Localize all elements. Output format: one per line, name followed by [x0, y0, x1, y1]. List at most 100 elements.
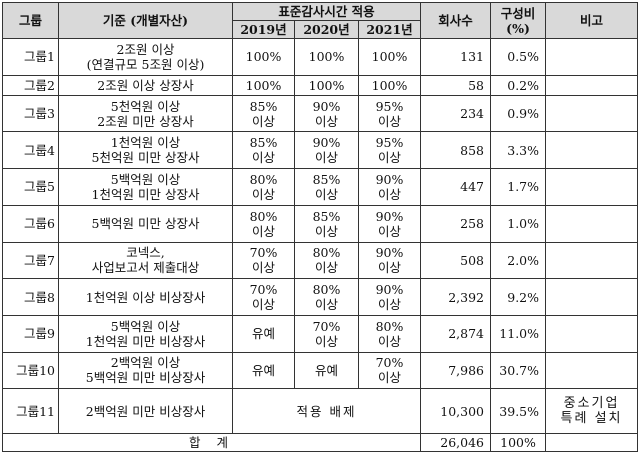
rate-line: 100%: [245, 49, 282, 65]
rate-cell-y2020: 100%: [294, 38, 359, 76]
criteria-cell: 코넥스, 사업보고서 제출대상: [58, 241, 233, 280]
criteria-line: 2조원 이상 상장사: [97, 77, 194, 93]
criteria-line: 사업보고서 제출대상: [91, 260, 200, 276]
rate-line: 이상: [378, 370, 402, 386]
group-cell: 그룹2: [2, 74, 59, 96]
criteria-line: 1천억원 이상: [110, 135, 181, 151]
criteria-line: 1천억원 미만 상장사: [91, 186, 200, 202]
criteria-line: (연결규모 5조원 이상): [86, 56, 205, 72]
rate-line: 100%: [371, 77, 408, 93]
criteria-line: 2조원 미만 상장사: [97, 113, 194, 129]
rate-line: 85%: [312, 208, 341, 224]
table-row: 그룹8 1천억원 이상 비상장사 70% 이상 80% 이상 90% 이상 2,392 9.2%: [2, 278, 639, 316]
rate-line: 이상: [314, 150, 338, 166]
ratio-cell: 3.3%: [490, 131, 547, 170]
remark-cell: 중소기업 특례 설치: [545, 388, 639, 434]
rate-cell-y2019: 100%: [232, 74, 295, 96]
rate-line: 80%: [312, 245, 341, 261]
rate-line: 80%: [249, 208, 278, 224]
ratio-cell: 0.9%: [490, 94, 547, 133]
rate-line: 100%: [371, 49, 408, 65]
rate-line: 90%: [312, 135, 341, 151]
companies-cell: 2,392: [420, 278, 492, 316]
ratio-cell: 11.0%: [490, 314, 547, 353]
criteria-line: 2백억원 이상: [110, 355, 181, 371]
rate-cell-y2021: 100%: [357, 74, 422, 96]
total-remark: [545, 433, 639, 452]
rate-line: 80%: [249, 171, 278, 187]
rate-line: 95%: [375, 98, 404, 114]
group-cell: 그룹4: [2, 131, 59, 170]
rate-line: 이상: [251, 113, 275, 129]
rate-line: 이상: [251, 150, 275, 166]
rate-line: 100%: [308, 77, 345, 93]
group-cell: 그룹8: [2, 278, 59, 316]
table-row: 그룹11 2백억원 미만 비상장사 적용 배제 10,300 39.5% 중소기업 특례 설…: [2, 388, 639, 434]
rate-cell-y2021: 90% 이상: [357, 168, 422, 206]
remark-cell: [545, 168, 639, 206]
rate-line: 이상: [314, 186, 338, 202]
rate-line: 85%: [312, 171, 341, 187]
rate-cell-y2020: 90% 이상: [294, 131, 359, 170]
ratio-cell: 1.7%: [490, 168, 547, 206]
companies-cell: 258: [420, 204, 492, 243]
remark-line: 특례 설치: [560, 411, 623, 427]
rate-cell-y2021: 95% 이상: [357, 94, 422, 133]
rate-line: 이상: [251, 297, 275, 313]
table-row: 그룹4 1천억원 이상 5천억원 미만 상장사 85% 이상 90% 이상 95% 이상 858 3…: [2, 131, 639, 170]
rate-cell-y2020: 90% 이상: [294, 94, 359, 133]
rate-line: 100%: [308, 49, 345, 65]
rate-line: 이상: [314, 260, 338, 276]
rate-cell-y2019: 85% 이상: [232, 131, 295, 170]
criteria-cell: 5천억원 이상 2조원 미만 상장사: [58, 94, 233, 133]
remark-cell: [545, 74, 639, 96]
rate-cell-y2019: 80% 이상: [232, 168, 295, 206]
rate-line: 90%: [375, 245, 404, 261]
rate-line: 이상: [378, 150, 402, 166]
remark-cell: [545, 94, 639, 133]
rate-cell-y2020: 유예: [294, 351, 359, 390]
criteria-line: 2조원 이상: [116, 41, 175, 57]
ratio-cell: 0.5%: [490, 38, 547, 76]
rate-cell-y2021: 80% 이상: [357, 314, 422, 353]
criteria-cell: 5백억원 이상 1천억원 미만 상장사: [58, 168, 233, 206]
header-ratio: 구성비 (%): [490, 2, 547, 39]
criteria-line: 1천억원 미만 비상장사: [85, 333, 206, 349]
criteria-cell: 1천억원 이상 비상장사: [58, 278, 233, 316]
header-standard-time: 표준감사시간 적용: [231, 2, 422, 21]
rate-line: 90%: [375, 208, 404, 224]
rate-line: 90%: [375, 282, 404, 298]
header-criteria: 기준 (개별자산): [58, 2, 233, 39]
table-row: 그룹6 5백억원 미만 상장사 80% 이상 85% 이상 90% 이상 258 1.0%: [2, 204, 639, 243]
rate-line: 이상: [314, 113, 338, 129]
remark-cell: [545, 314, 639, 353]
rate-cell-y2019: 유예: [232, 351, 295, 390]
criteria-line: 5백억원 이상: [110, 318, 181, 334]
header-remarks: 비고: [545, 2, 639, 39]
rate-cell-y2020: 80% 이상: [294, 241, 359, 280]
rate-cell-y2020: 85% 이상: [294, 168, 359, 206]
group-cell: 그룹11: [2, 388, 59, 434]
rate-cell-y2021: 95% 이상: [357, 131, 422, 170]
companies-cell: 58: [420, 74, 492, 96]
ratio-cell: 0.2%: [490, 74, 547, 96]
remark-cell: [545, 241, 639, 280]
group-cell: 그룹7: [2, 241, 59, 280]
rate-line: 70%: [249, 245, 278, 261]
ratio-cell: 9.2%: [490, 278, 547, 316]
table-row: 그룹3 5천억원 이상 2조원 미만 상장사 85% 이상 90% 이상 95% 이상 234 0.…: [2, 94, 639, 133]
total-ratio: 100%: [490, 433, 547, 452]
table-row: 그룹10 2백억원 이상 5백억원 미만 비상장사 유예 유예 70% 이상 7,986 30.…: [2, 351, 639, 390]
criteria-cell: 2백억원 미만 비상장사: [58, 388, 233, 434]
rate-line: 이상: [251, 223, 275, 239]
companies-cell: 234: [420, 94, 492, 133]
rate-line: 이상: [314, 223, 338, 239]
rate-cell-y2020: 100%: [294, 74, 359, 96]
rate-line: 이상: [314, 333, 338, 349]
rate-line: 이상: [314, 297, 338, 313]
companies-cell: 7,986: [420, 351, 492, 390]
rate-line: 이상: [378, 113, 402, 129]
rate-cell-y2020: 85% 이상: [294, 204, 359, 243]
header-year-2020: 2020년: [294, 20, 359, 39]
